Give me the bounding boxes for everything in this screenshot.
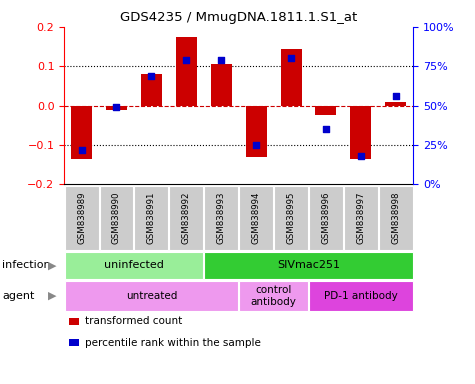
- Text: SIVmac251: SIVmac251: [277, 260, 340, 270]
- Text: GSM838991: GSM838991: [147, 192, 156, 244]
- Point: [78, 147, 86, 153]
- Bar: [385, 102, 406, 106]
- Title: GDS4235 / MmugDNA.1811.1.S1_at: GDS4235 / MmugDNA.1811.1.S1_at: [120, 11, 357, 24]
- Text: GSM838994: GSM838994: [252, 192, 261, 244]
- Point: [252, 142, 260, 148]
- Bar: [281, 48, 302, 106]
- Text: GSM838990: GSM838990: [112, 192, 121, 244]
- Point: [392, 93, 399, 99]
- Text: GSM838993: GSM838993: [217, 192, 226, 244]
- Bar: [246, 106, 266, 157]
- Text: GSM838992: GSM838992: [182, 192, 191, 244]
- Text: GSM838996: GSM838996: [322, 192, 331, 244]
- Text: ▶: ▶: [48, 291, 57, 301]
- Point: [148, 73, 155, 79]
- Text: uninfected: uninfected: [104, 260, 164, 270]
- Point: [113, 104, 120, 110]
- Text: infection: infection: [2, 260, 51, 270]
- Text: percentile rank within the sample: percentile rank within the sample: [85, 338, 261, 348]
- Bar: [141, 74, 162, 106]
- Text: untreated: untreated: [126, 291, 177, 301]
- Text: GSM838995: GSM838995: [286, 192, 295, 244]
- Text: ▶: ▶: [48, 260, 57, 270]
- Point: [287, 55, 295, 61]
- Bar: [106, 106, 127, 109]
- Point: [182, 57, 190, 63]
- Text: control
antibody: control antibody: [251, 285, 296, 307]
- Bar: [315, 106, 336, 116]
- Bar: [211, 64, 232, 106]
- Text: transformed count: transformed count: [85, 316, 182, 326]
- Point: [322, 126, 330, 132]
- Point: [357, 153, 365, 159]
- Bar: [176, 37, 197, 106]
- Text: GSM838989: GSM838989: [77, 192, 86, 244]
- Text: GSM838998: GSM838998: [391, 192, 400, 244]
- Text: GSM838997: GSM838997: [356, 192, 365, 244]
- Point: [218, 57, 225, 63]
- Bar: [71, 106, 92, 159]
- Text: agent: agent: [2, 291, 35, 301]
- Bar: [351, 106, 371, 159]
- Text: PD-1 antibody: PD-1 antibody: [324, 291, 398, 301]
